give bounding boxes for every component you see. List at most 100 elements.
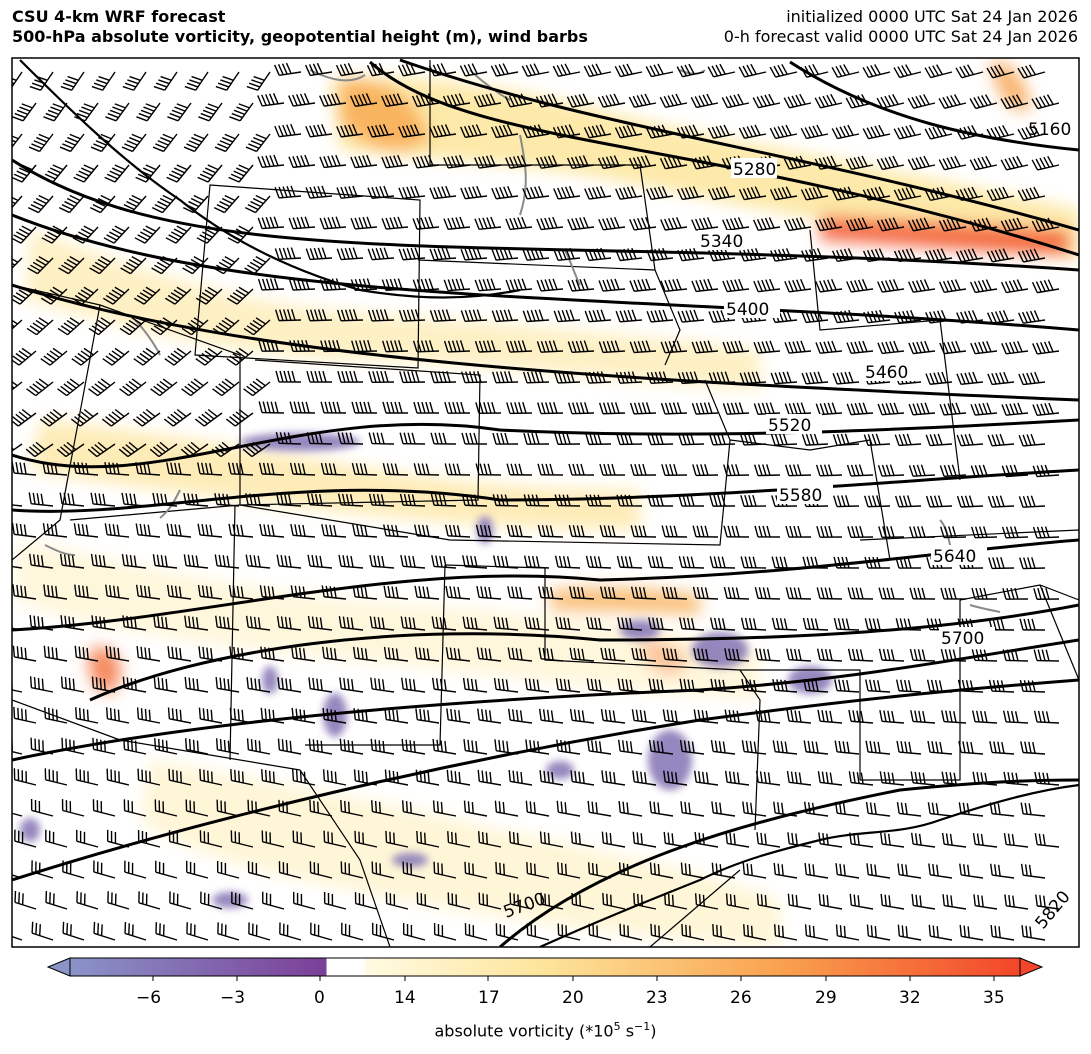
wind-barb (244, 256, 271, 275)
wind-barb (986, 248, 1015, 263)
wind-barb (707, 186, 736, 201)
wind-barb (506, 401, 533, 415)
wind-barb (120, 194, 147, 214)
wind-barb (629, 278, 657, 292)
wind-barb (155, 860, 178, 879)
wind-barb (505, 155, 533, 169)
wind-barb (722, 340, 750, 354)
wind-barb (259, 523, 285, 538)
wind-barb (215, 738, 240, 755)
wind-barb (461, 432, 488, 445)
wind-barb (411, 93, 440, 108)
wind-barb (600, 708, 626, 724)
wind-barb (554, 432, 581, 445)
wind-barb (741, 678, 767, 693)
wind-barb (14, 829, 37, 848)
wind-barb (567, 340, 595, 354)
wind-barb (352, 524, 378, 538)
wind-barb (1033, 649, 1060, 662)
wind-barb (599, 463, 626, 476)
wind-barb (571, 892, 595, 910)
wind-barb (645, 63, 674, 78)
wind-barb (1031, 279, 1060, 294)
wind-barb (122, 615, 147, 631)
wind-barb (337, 493, 364, 507)
wind-barb (44, 707, 68, 724)
wind-barb (925, 371, 953, 385)
wind-barb (494, 800, 519, 817)
wind-barb (154, 738, 178, 755)
wind-barb (12, 645, 37, 662)
wind-barb (445, 647, 471, 662)
wind-barb (247, 861, 271, 879)
wind-barb (692, 464, 719, 477)
wind-barb (908, 464, 936, 477)
wind-barb (987, 371, 1015, 386)
wind-barb (753, 278, 781, 293)
wind-barb (135, 523, 161, 538)
wind-barb (213, 256, 240, 275)
wind-barb (909, 587, 936, 600)
wind-barb (725, 832, 750, 848)
wind-barb (153, 615, 178, 631)
wind-barb (30, 737, 54, 755)
wind-barb (646, 371, 674, 384)
wind-barb (151, 256, 178, 275)
wind-barb (413, 463, 440, 476)
wind-barb (986, 125, 1015, 140)
wind-barb (12, 133, 23, 152)
wind-barb (198, 102, 223, 122)
wind-barb (800, 64, 829, 78)
wind-barb (585, 494, 612, 507)
wind-barb (803, 740, 829, 755)
wind-barb (477, 708, 502, 724)
contour-label-5160: 5160 (1028, 120, 1071, 140)
wind-barb (92, 799, 116, 817)
wind-barb (1018, 310, 1046, 324)
wind-barb (629, 217, 657, 231)
wind-barb (459, 124, 488, 139)
wind-barb (508, 831, 533, 848)
wind-barb (801, 309, 829, 324)
wind-barb (988, 679, 1015, 693)
wind-barb (941, 771, 967, 786)
wind-barb (12, 809, 23, 817)
wind-barb (246, 677, 271, 693)
wind-barb (443, 278, 471, 292)
wind-barb (90, 553, 116, 569)
wind-barb (43, 102, 68, 122)
wind-barb (632, 831, 657, 848)
wind-barb (681, 923, 705, 941)
wind-barb (459, 63, 488, 77)
wind-barb (1000, 155, 1029, 171)
wind-barb (847, 648, 874, 662)
wind-barb (585, 433, 612, 446)
wind-barb (245, 493, 271, 507)
wind-barb (988, 618, 1015, 631)
wind-barb (958, 740, 984, 755)
wind-barb (26, 317, 54, 336)
wind-barb (163, 408, 192, 427)
wind-barb (58, 256, 85, 275)
wind-barb (59, 492, 85, 507)
wind-barb (834, 740, 860, 755)
wind-barb (629, 402, 657, 415)
wind-barb (433, 861, 457, 879)
wind-barb (568, 525, 595, 538)
wind-barb (309, 861, 333, 879)
wind-barb (275, 309, 302, 322)
wind-barb (615, 371, 643, 384)
wind-barb (89, 194, 116, 214)
wind-barb (536, 340, 564, 353)
wind-barb (848, 771, 874, 786)
wind-barb (274, 185, 302, 199)
wind-barb (321, 524, 347, 538)
wind-barb (245, 554, 271, 569)
wind-barb (969, 279, 998, 294)
wind-barb (401, 738, 426, 755)
wind-barb (619, 923, 643, 941)
wind-barb (445, 585, 471, 600)
wind-barb (617, 678, 643, 693)
wind-barb (216, 860, 240, 879)
wind-barb (784, 464, 812, 477)
